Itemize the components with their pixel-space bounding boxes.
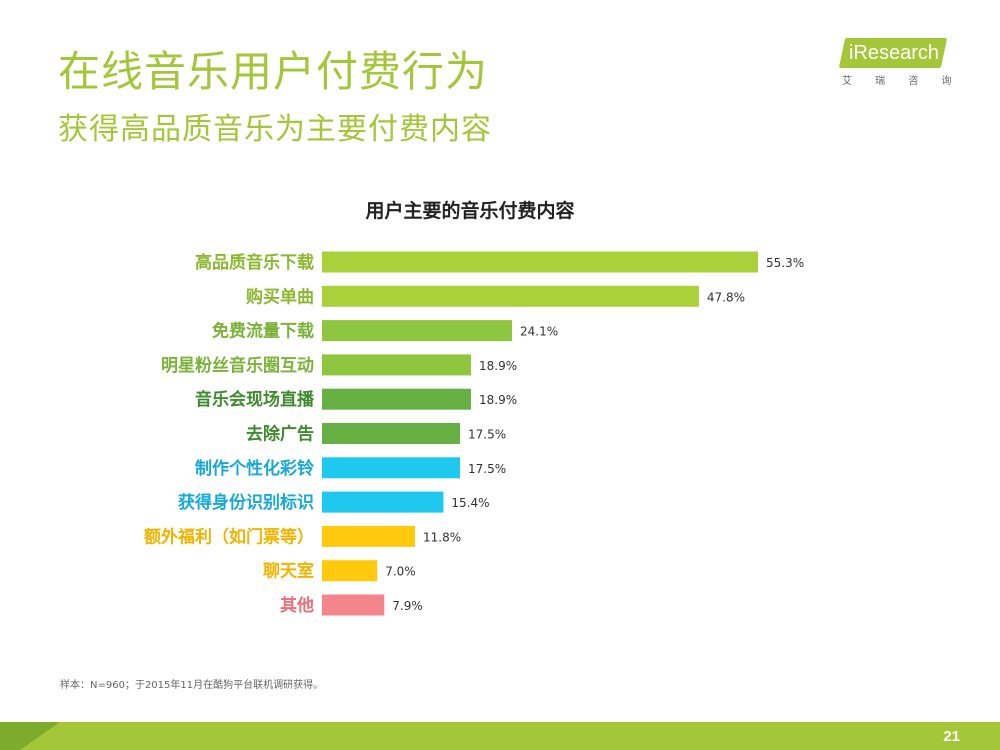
value-label-9: 7.0% — [385, 565, 416, 579]
page-title: 在线音乐用户付费行为 — [58, 47, 489, 96]
bar-1 — [322, 285, 699, 307]
value-label-0: 55.3% — [766, 256, 804, 270]
category-label-1: 购买单曲 — [246, 286, 314, 307]
category-label-2: 免费流量下载 — [212, 321, 314, 342]
bar-7 — [322, 491, 444, 513]
bar-4 — [322, 388, 471, 410]
category-label-5: 去除广告 — [246, 424, 314, 445]
bottom-band — [0, 722, 1000, 750]
value-label-2: 24.1% — [520, 325, 558, 339]
category-label-9: 聊天室 — [263, 561, 314, 582]
page-subtitle: 获得高品质音乐为主要付费内容 — [58, 112, 492, 147]
logo-subtext: 艾 瑞 咨 询 — [842, 76, 962, 87]
bar-3 — [322, 354, 471, 376]
value-label-6: 17.5% — [468, 462, 506, 476]
logo-text: iResearch — [848, 42, 940, 64]
bar-8 — [322, 525, 415, 547]
chart-title: 用户主要的音乐付费内容 — [365, 200, 575, 222]
page-number: 21 — [943, 728, 960, 745]
bar-6 — [322, 457, 460, 479]
value-label-4: 18.9% — [479, 393, 517, 407]
category-label-4: 音乐会现场直播 — [195, 389, 315, 410]
category-label-6: 制作个性化彩铃 — [195, 458, 314, 479]
value-label-5: 17.5% — [468, 428, 506, 442]
bar-chart: 高品质音乐下载 55.3% 购买单曲 47.8% 免费流量下载 24.1% 明星粉丝音乐圈互… — [144, 251, 804, 616]
value-label-7: 15.4% — [451, 496, 489, 510]
footnote: 样本：N=960；于2015年11月在酷狗平台联机调研获得。 — [60, 680, 324, 691]
category-label-8: 额外福利（如门票等） — [144, 526, 314, 547]
value-label-8: 11.8% — [423, 530, 461, 544]
category-label-0: 高品质音乐下载 — [195, 252, 314, 273]
bar-0 — [322, 251, 758, 273]
value-label-1: 47.8% — [707, 290, 745, 304]
value-label-3: 18.9% — [479, 359, 517, 373]
category-label-3: 明星粉丝音乐圈互动 — [161, 355, 314, 376]
category-label-10: 其他 — [280, 595, 314, 616]
bar-10 — [322, 594, 385, 616]
bar-9 — [322, 560, 378, 582]
category-label-7: 获得身份识别标识 — [178, 492, 314, 513]
value-label-10: 7.9% — [392, 599, 423, 613]
bar-2 — [322, 320, 512, 342]
iresearch-logo: iResearch 艾 瑞 咨 询 — [838, 38, 962, 88]
bar-5 — [322, 423, 460, 444]
